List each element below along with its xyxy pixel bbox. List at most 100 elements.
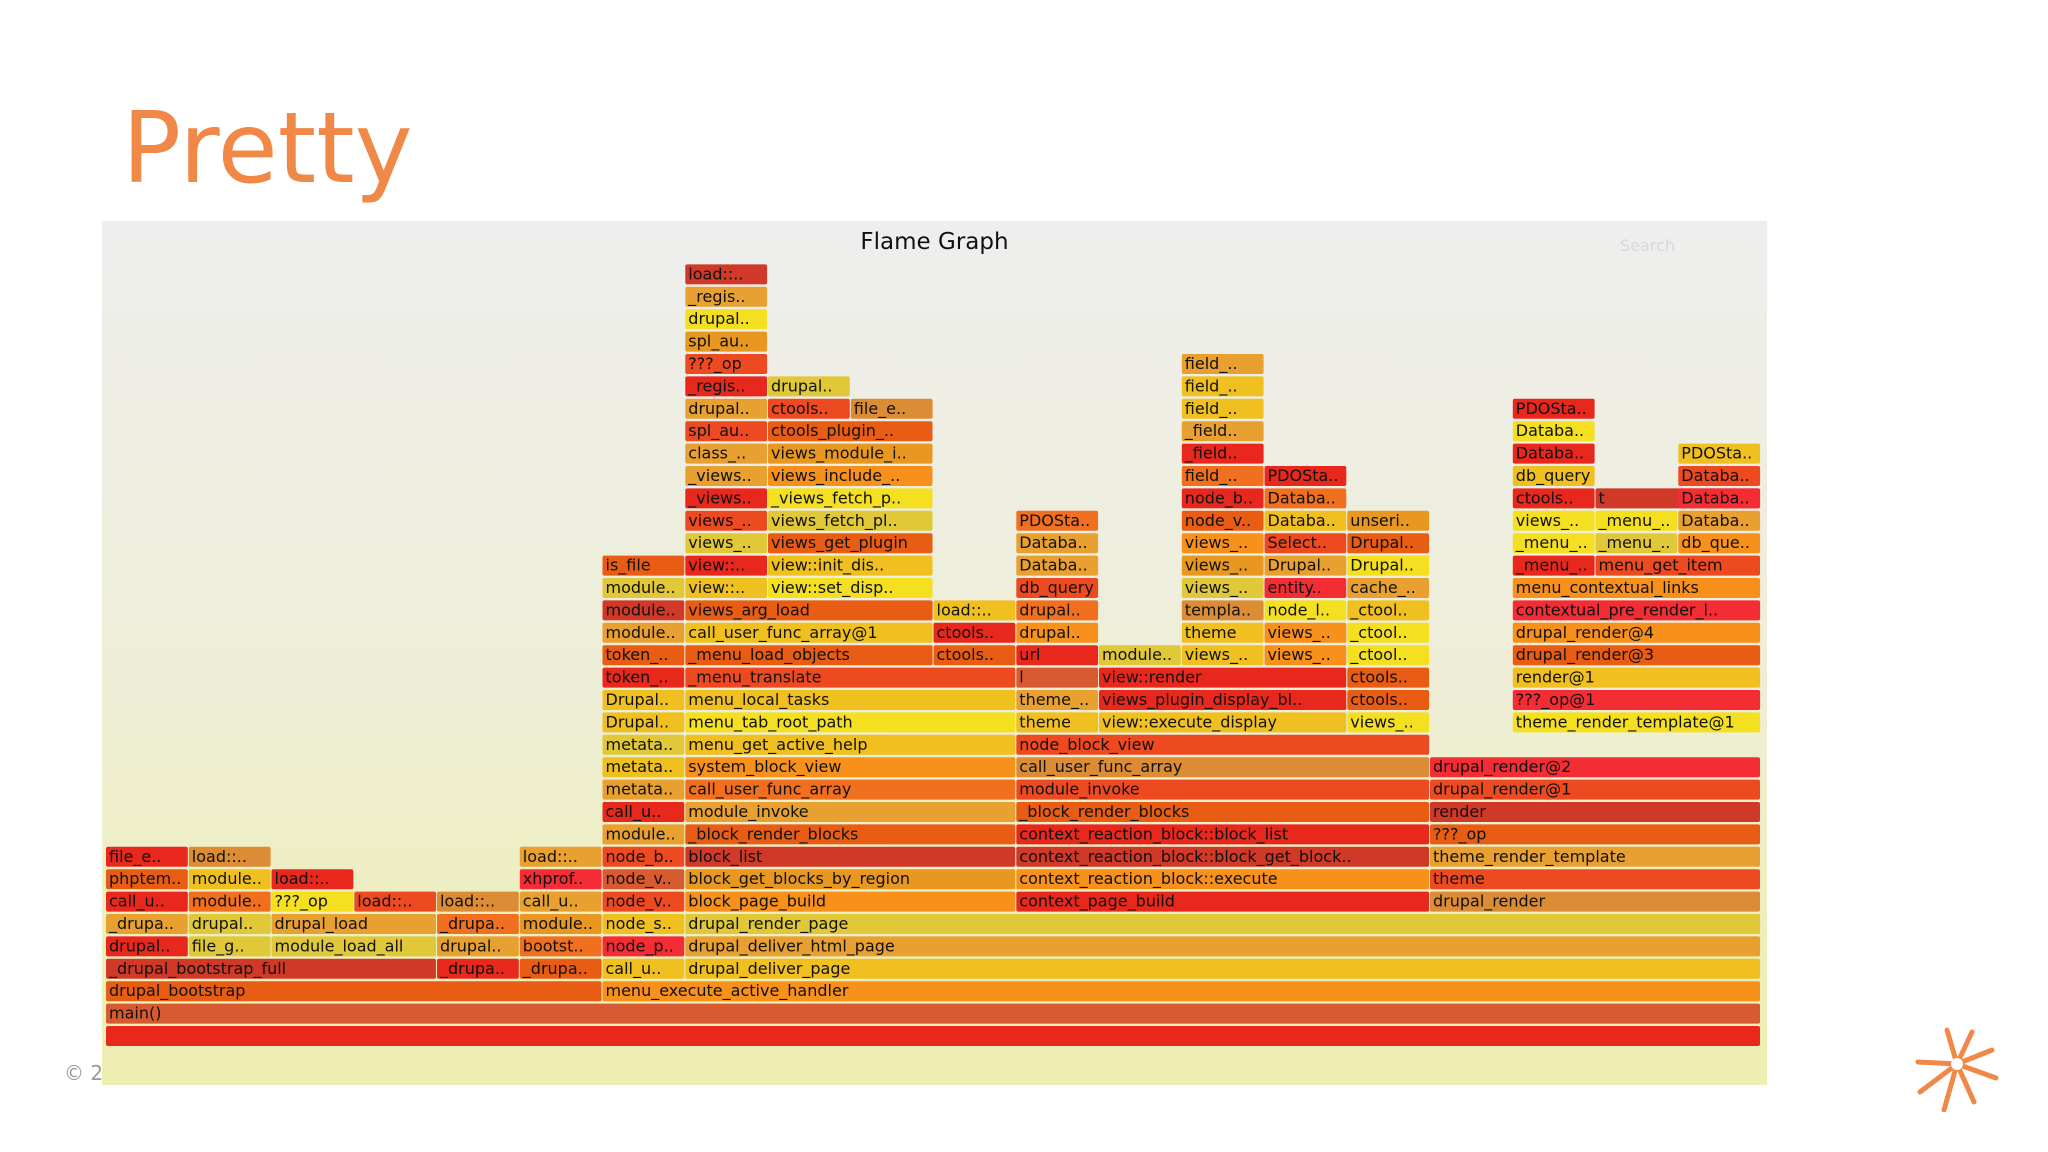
flame-frame[interactable]: drupal.. bbox=[685, 398, 768, 419]
flame-frame[interactable]: phptem.. bbox=[106, 869, 188, 890]
flame-frame[interactable]: Drupal.. bbox=[1347, 533, 1430, 554]
flame-frame[interactable]: views_arg_load bbox=[685, 600, 933, 621]
flame-frame[interactable]: views_.. bbox=[1512, 510, 1595, 531]
flame-frame[interactable]: _menu_.. bbox=[1512, 555, 1595, 576]
flame-frame[interactable]: templa.. bbox=[1181, 600, 1264, 621]
flame-frame[interactable]: module_invoke bbox=[1016, 779, 1430, 800]
flame-frame[interactable]: views_include_.. bbox=[768, 466, 933, 486]
flame-frame[interactable]: drupal_bootstrap bbox=[106, 981, 602, 1002]
flame-frame[interactable]: field_.. bbox=[1181, 354, 1264, 374]
flame-frame[interactable]: ctools.. bbox=[933, 622, 1016, 643]
flame-frame[interactable]: Select.. bbox=[1264, 533, 1347, 554]
flame-frame[interactable]: menu_tab_root_path bbox=[685, 712, 1016, 733]
flame-frame[interactable]: call_u.. bbox=[519, 891, 602, 912]
flame-frame[interactable]: views_.. bbox=[685, 510, 768, 531]
flame-frame[interactable]: ctools.. bbox=[933, 645, 1016, 666]
flame-frame[interactable]: view::render bbox=[1099, 667, 1347, 688]
flame-frame[interactable]: module_load_all bbox=[271, 936, 437, 957]
flame-frame[interactable]: file_e.. bbox=[106, 846, 188, 867]
flame-frame[interactable]: views_fetch_pl.. bbox=[768, 510, 933, 531]
flame-frame[interactable]: _views_fetch_p.. bbox=[768, 488, 933, 509]
flame-frame[interactable]: _ctool.. bbox=[1347, 622, 1430, 643]
flame-frame[interactable]: theme bbox=[1016, 712, 1099, 733]
flame-frame[interactable]: module.. bbox=[519, 914, 602, 934]
flame-frame[interactable]: _menu_load_objects bbox=[685, 645, 933, 666]
flame-frame[interactable]: xhprof.. bbox=[519, 869, 602, 890]
flame-frame[interactable]: module.. bbox=[602, 622, 685, 643]
flame-frame[interactable]: spl_au.. bbox=[685, 331, 768, 352]
flame-frame[interactable]: token_.. bbox=[602, 645, 685, 666]
flame-frame[interactable]: _menu_.. bbox=[1595, 510, 1678, 531]
flame-frame[interactable]: ctools_plugin_.. bbox=[768, 421, 933, 442]
flame-frame[interactable]: _regis.. bbox=[685, 376, 768, 397]
flame-frame[interactable]: ctools.. bbox=[1347, 690, 1430, 710]
flame-frame[interactable]: views_.. bbox=[1181, 578, 1264, 598]
flame-frame[interactable]: theme_.. bbox=[1016, 690, 1099, 710]
flame-frame[interactable]: menu_execute_active_handler bbox=[602, 981, 1761, 1002]
flame-frame[interactable]: module.. bbox=[188, 891, 271, 912]
flame-frame[interactable]: entity.. bbox=[1264, 578, 1347, 598]
flame-frame[interactable]: _drupa.. bbox=[106, 914, 188, 934]
flame-frame[interactable]: theme_render_template@1 bbox=[1512, 712, 1761, 733]
flame-frame[interactable]: Databa.. bbox=[1678, 488, 1761, 509]
flame-frame[interactable]: file_g.. bbox=[188, 936, 271, 957]
flame-frame[interactable] bbox=[106, 1026, 1760, 1046]
flame-frame[interactable]: system_block_view bbox=[685, 757, 1016, 778]
flame-frame[interactable]: drupal_render_page bbox=[685, 914, 1761, 934]
flame-frame[interactable]: node_b.. bbox=[1181, 488, 1264, 509]
flame-frame[interactable]: module.. bbox=[188, 869, 271, 890]
flame-frame[interactable]: db_query bbox=[1512, 466, 1595, 486]
flame-frame[interactable]: _menu_translate bbox=[685, 667, 1016, 688]
flame-frame[interactable]: view::execute_display bbox=[1099, 712, 1347, 733]
flame-frame[interactable]: menu_contextual_links bbox=[1512, 578, 1761, 598]
flame-frame[interactable]: bootst.. bbox=[519, 936, 602, 957]
flame-frame[interactable]: ???_op bbox=[1430, 824, 1760, 845]
flame-frame[interactable]: module.. bbox=[602, 824, 685, 845]
flame-frame[interactable]: _block_render_blocks bbox=[1016, 802, 1430, 822]
flame-frame[interactable]: Databa.. bbox=[1016, 555, 1099, 576]
flame-frame[interactable]: node_v.. bbox=[1181, 510, 1264, 531]
flame-frame[interactable]: token_.. bbox=[602, 667, 685, 688]
flame-frame[interactable]: view::set_disp.. bbox=[768, 578, 933, 598]
flame-frame[interactable]: ctools.. bbox=[768, 398, 850, 419]
flame-frame[interactable]: views_.. bbox=[1181, 645, 1264, 666]
flame-frame[interactable]: drupal.. bbox=[1016, 600, 1099, 621]
flame-frame[interactable]: ???_op bbox=[685, 354, 768, 374]
flame-frame[interactable]: views_.. bbox=[1181, 555, 1264, 576]
flame-frame[interactable]: Drupal.. bbox=[1347, 555, 1430, 576]
flame-frame[interactable]: _drupa.. bbox=[437, 958, 519, 979]
flame-frame[interactable]: Databa.. bbox=[1678, 510, 1761, 531]
flame-frame[interactable]: _menu_.. bbox=[1595, 533, 1678, 554]
flame-frame[interactable]: drupal.. bbox=[768, 376, 850, 397]
flame-frame[interactable]: call_u.. bbox=[602, 958, 685, 979]
flame-frame[interactable]: context_reaction_block::execute bbox=[1016, 869, 1430, 890]
flame-frame[interactable]: load::.. bbox=[519, 846, 602, 867]
flame-frame[interactable]: Databa.. bbox=[1678, 466, 1761, 486]
flame-frame[interactable]: call_user_func_array bbox=[685, 779, 1016, 800]
flame-frame[interactable]: theme bbox=[1181, 622, 1264, 643]
flame-frame[interactable]: _drupa.. bbox=[519, 958, 602, 979]
flame-frame[interactable]: main() bbox=[106, 1003, 1760, 1024]
flame-frame[interactable]: contextual_pre_render_l.. bbox=[1512, 600, 1761, 621]
flame-frame[interactable]: metata.. bbox=[602, 757, 685, 778]
flame-frame[interactable]: module.. bbox=[602, 578, 685, 598]
flame-frame[interactable]: _block_render_blocks bbox=[685, 824, 1016, 845]
flame-frame[interactable]: _menu_.. bbox=[1512, 533, 1595, 554]
flame-frame[interactable]: views_module_i.. bbox=[768, 443, 933, 464]
flame-frame[interactable]: node_l.. bbox=[1264, 600, 1347, 621]
flame-frame[interactable]: Drupal.. bbox=[602, 712, 685, 733]
flame-frame[interactable]: node_b.. bbox=[602, 846, 685, 867]
flame-frame[interactable]: views_.. bbox=[1181, 533, 1264, 554]
flame-frame[interactable]: views_.. bbox=[1347, 712, 1430, 733]
flame-frame[interactable]: ???_op bbox=[271, 891, 354, 912]
flame-frame[interactable]: views_get_plugin bbox=[768, 533, 933, 554]
flame-frame[interactable]: ???_op@1 bbox=[1512, 690, 1761, 710]
flame-frame[interactable]: module.. bbox=[1099, 645, 1181, 666]
flame-frame[interactable]: _ctool.. bbox=[1347, 600, 1430, 621]
flame-frame[interactable]: module_invoke bbox=[685, 802, 1016, 822]
flame-frame[interactable]: drupal.. bbox=[685, 309, 768, 330]
flame-frame[interactable]: drupal.. bbox=[1016, 622, 1099, 643]
flame-frame[interactable]: l bbox=[1016, 667, 1099, 688]
flame-frame[interactable]: db_que.. bbox=[1678, 533, 1761, 554]
flame-frame[interactable]: views_.. bbox=[1264, 622, 1347, 643]
